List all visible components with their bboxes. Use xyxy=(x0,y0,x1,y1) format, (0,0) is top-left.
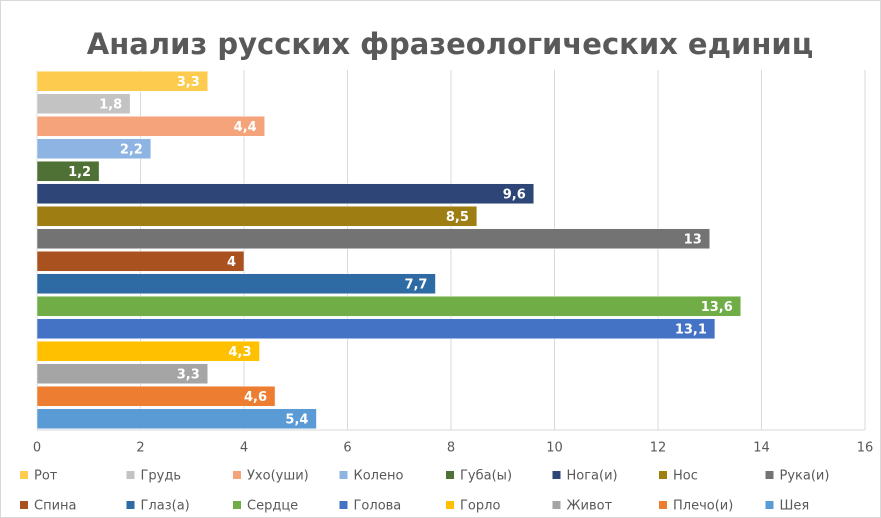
legend-label: Горло xyxy=(460,499,500,514)
data-label: 4,4 xyxy=(234,120,257,135)
x-tick-label: 0 xyxy=(33,441,41,456)
data-label: 9,6 xyxy=(503,187,526,202)
legend-label: Рот xyxy=(34,469,58,484)
bar xyxy=(36,385,276,407)
legend-label: Рука(и) xyxy=(780,469,830,484)
legend-marker xyxy=(339,471,348,479)
x-tick-label: 10 xyxy=(546,441,563,456)
legend-label: Нога(и) xyxy=(567,469,618,484)
bar xyxy=(36,115,265,137)
data-label: 2,2 xyxy=(120,142,143,157)
bar xyxy=(36,138,152,160)
legend-marker xyxy=(765,471,774,479)
data-label: 13,1 xyxy=(675,322,707,337)
bar xyxy=(36,70,209,92)
bar xyxy=(36,93,131,115)
x-tick-label: 2 xyxy=(136,441,144,456)
legend-marker xyxy=(446,501,454,509)
legend-label: Губа(ы) xyxy=(460,469,512,484)
legend-label: Ухо(уши) xyxy=(247,469,309,484)
bar xyxy=(36,408,317,430)
bar xyxy=(36,205,478,227)
data-label: 4,3 xyxy=(228,345,251,360)
x-tick-label: 4 xyxy=(240,441,248,456)
bar xyxy=(36,183,535,205)
data-label: 3,3 xyxy=(177,75,200,90)
legend-label: Нос xyxy=(673,469,698,484)
bar xyxy=(36,160,100,182)
x-tick-label: 16 xyxy=(857,441,874,456)
data-label: 8,5 xyxy=(446,210,469,225)
data-label: 4,6 xyxy=(244,390,267,405)
bar xyxy=(36,363,209,385)
data-label: 4 xyxy=(227,255,236,270)
data-label: 1,2 xyxy=(68,165,91,180)
data-label: 1,8 xyxy=(99,97,122,112)
legend-marker xyxy=(446,471,454,479)
x-tick-label: 6 xyxy=(343,441,351,456)
legend-marker xyxy=(126,501,135,509)
legend-label: Грудь xyxy=(141,469,182,484)
data-label: 13 xyxy=(684,232,702,247)
legend-marker xyxy=(552,501,561,509)
legend-label: Глаз(а) xyxy=(141,499,190,514)
legend-marker xyxy=(126,471,135,479)
legend-marker xyxy=(552,471,561,479)
legend-marker xyxy=(233,501,241,509)
legend-label: Колено xyxy=(354,469,404,484)
bar xyxy=(36,228,710,250)
x-tick-label: 14 xyxy=(753,441,770,456)
legend-marker xyxy=(20,501,28,509)
data-label: 13,6 xyxy=(701,300,733,315)
legend-label: Голова xyxy=(354,499,402,514)
chart-title: Анализ русских фразеологических единиц xyxy=(87,27,813,61)
legend-label: Спина xyxy=(34,499,77,514)
bar xyxy=(36,250,245,272)
x-tick-label: 8 xyxy=(447,441,455,456)
bar xyxy=(36,273,436,295)
bar xyxy=(36,340,260,362)
legend-marker xyxy=(659,501,667,509)
data-label: 5,4 xyxy=(285,412,308,427)
legend-marker xyxy=(765,501,774,509)
legend-marker xyxy=(659,471,667,479)
legend-label: Живот xyxy=(567,499,613,514)
data-label: 3,3 xyxy=(177,367,200,382)
data-label: 7,7 xyxy=(404,277,427,292)
x-tick-label: 12 xyxy=(650,441,667,456)
legend-label: Сердце xyxy=(247,499,298,514)
legend-marker xyxy=(233,471,241,479)
bar xyxy=(36,318,716,340)
legend-marker xyxy=(339,501,348,509)
bar xyxy=(36,295,742,317)
legend-label: Плечо(и) xyxy=(673,499,733,514)
legend-label: Шея xyxy=(780,499,810,514)
legend-marker xyxy=(20,471,28,479)
